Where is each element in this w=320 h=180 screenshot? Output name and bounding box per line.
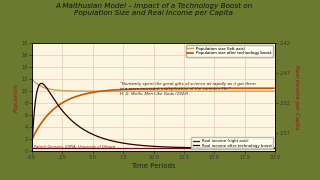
Population size (left axis) bbox=[73, 90, 77, 92]
Population size after technology boost bbox=[193, 87, 196, 89]
Legend: Real income (right axis), Real income after technology boost: Real income (right axis), Real income af… bbox=[191, 137, 273, 149]
Population size after technology boost bbox=[273, 87, 277, 89]
Real income after technology boost bbox=[174, 146, 178, 148]
Real income after technology boost bbox=[93, 134, 97, 136]
Text: Patrick Georges, GSPIA, University of Ottawa: Patrick Georges, GSPIA, University of Ot… bbox=[35, 145, 116, 149]
Real income (right axis) bbox=[273, 147, 277, 149]
Population size (left axis) bbox=[213, 90, 217, 92]
Real income (right axis) bbox=[92, 147, 96, 149]
Population size after technology boost bbox=[92, 91, 96, 93]
Text: "Humanity spent the great gifts of science as rapidly as it got them
in a mere i: "Humanity spent the great gifts of scien… bbox=[120, 82, 255, 96]
Line: Population size (left axis): Population size (left axis) bbox=[32, 79, 275, 91]
Population size (left axis) bbox=[193, 90, 196, 92]
Line: Population size after technology boost: Population size after technology boost bbox=[32, 88, 275, 139]
Population size (left axis) bbox=[30, 78, 34, 80]
Population size (left axis) bbox=[173, 90, 177, 92]
Population size after technology boost bbox=[30, 138, 34, 140]
Text: A Malthusian Model – Impact of a Technology Boost on
Population Size and Real In: A Malthusian Model – Impact of a Technol… bbox=[55, 3, 252, 16]
Real income (right axis) bbox=[213, 147, 217, 149]
Population size (left axis) bbox=[92, 90, 96, 92]
Population size after technology boost bbox=[140, 88, 144, 90]
Population size after technology boost bbox=[73, 96, 77, 98]
Real income after technology boost bbox=[213, 147, 217, 149]
Real income (right axis) bbox=[30, 147, 34, 149]
X-axis label: Time Periods: Time Periods bbox=[131, 163, 176, 169]
Line: Real income after technology boost: Real income after technology boost bbox=[32, 83, 275, 148]
Real income after technology boost bbox=[30, 147, 34, 149]
Population size (left axis) bbox=[273, 90, 277, 92]
Real income after technology boost bbox=[39, 82, 43, 84]
Real income after technology boost bbox=[273, 147, 277, 149]
Y-axis label: Population: Population bbox=[14, 83, 19, 112]
Real income (right axis) bbox=[173, 147, 177, 149]
Real income (right axis) bbox=[73, 147, 77, 149]
Real income after technology boost bbox=[193, 147, 197, 149]
Real income after technology boost bbox=[74, 123, 77, 125]
Population size after technology boost bbox=[173, 87, 177, 89]
Real income (right axis) bbox=[140, 147, 144, 149]
Real income after technology boost bbox=[140, 144, 144, 147]
Population size after technology boost bbox=[213, 87, 217, 89]
Legend: Population size (left axis), Population size after technology boost: Population size (left axis), Population … bbox=[186, 45, 273, 57]
Y-axis label: Real Income per Capita: Real Income per Capita bbox=[294, 65, 300, 129]
Population size (left axis) bbox=[140, 90, 144, 92]
Real income (right axis) bbox=[193, 147, 196, 149]
